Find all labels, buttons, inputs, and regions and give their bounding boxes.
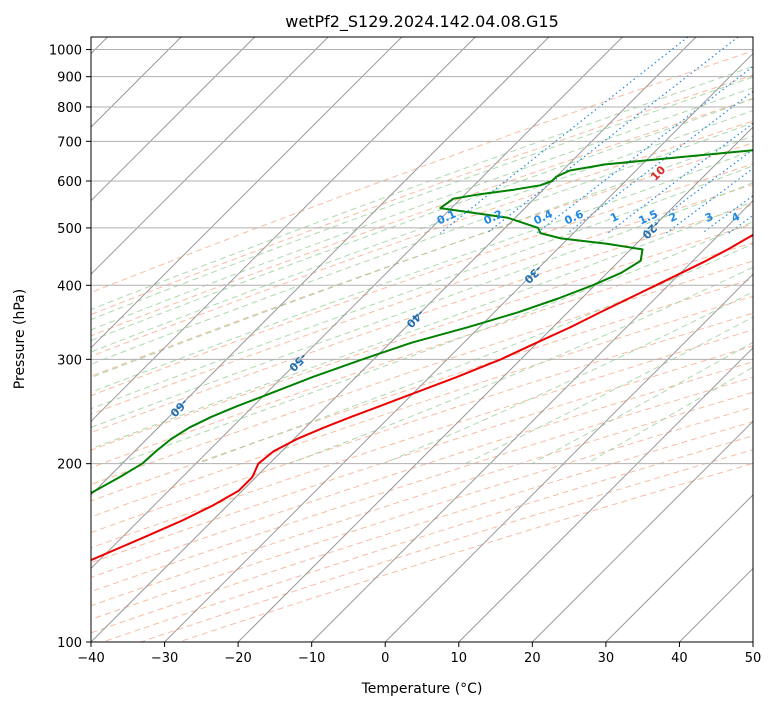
moist-adiabat-line bbox=[91, 165, 753, 410]
isotherm-line bbox=[237, 126, 753, 642]
dry-adiabat-line bbox=[91, 329, 753, 549]
moist-adiabat-line bbox=[91, 182, 753, 428]
moist-adiabat-line bbox=[91, 109, 753, 353]
dry-adiabat-line bbox=[91, 50, 753, 294]
moist-adiabat-line bbox=[197, 243, 753, 465]
plot-frame bbox=[90, 36, 754, 643]
dry-adiabat-line bbox=[91, 163, 753, 397]
isotherm-line bbox=[531, 420, 753, 642]
moist-adiabat-line bbox=[91, 200, 753, 450]
mixing-ratio-line bbox=[536, 65, 753, 234]
moist-adiabat-line bbox=[464, 316, 753, 465]
y-axis-label: Pressure (hPa) bbox=[12, 289, 28, 389]
isotherm-line bbox=[91, 37, 256, 202]
x-tick-label: −40 bbox=[77, 651, 104, 666]
isotherm-line bbox=[458, 347, 753, 642]
y-tick-label: 100 bbox=[57, 636, 82, 651]
y-tick-label: 200 bbox=[57, 458, 82, 473]
isotherm-line bbox=[91, 37, 476, 423]
x-tick-label: 10 bbox=[451, 651, 468, 666]
moist-adiabat-line bbox=[91, 122, 753, 365]
moist-adiabat-line bbox=[91, 65, 753, 311]
chart-title: wetPf2_S129.2024.142.04.08.G15 bbox=[285, 12, 559, 32]
profile-series bbox=[91, 149, 753, 562]
x-tick-label: −10 bbox=[298, 651, 325, 666]
y-tick-label: 800 bbox=[57, 101, 82, 116]
x-tick-label: 40 bbox=[671, 651, 688, 666]
moist-adiabat-line bbox=[91, 135, 753, 379]
isotherm-line bbox=[91, 37, 329, 275]
background-lines bbox=[91, 37, 753, 642]
y-tick-label: 500 bbox=[57, 222, 82, 237]
moist-adiabat-line bbox=[91, 76, 753, 321]
x-tick-label: 50 bbox=[745, 651, 762, 666]
dry-adiabat-line bbox=[91, 97, 753, 337]
isotherm-line bbox=[384, 273, 753, 642]
y-tick-label: 300 bbox=[57, 353, 82, 368]
moist-adiabat-line bbox=[91, 149, 753, 393]
moist-adiabat-line bbox=[91, 98, 753, 342]
moist-adiabat-line bbox=[382, 291, 753, 465]
moist-adiabat-line bbox=[91, 87, 753, 331]
isotherm-line bbox=[605, 494, 753, 642]
x-tick-label: −30 bbox=[151, 651, 178, 666]
dry-adiabat-line bbox=[91, 74, 753, 316]
dewpoint-line bbox=[91, 149, 753, 495]
y-tick-label: 900 bbox=[57, 71, 82, 86]
x-tick-label: 30 bbox=[598, 651, 615, 666]
dry-adiabat-line bbox=[91, 376, 753, 593]
x-tick-label: −20 bbox=[224, 651, 251, 666]
isotherm-line bbox=[164, 52, 753, 642]
x-tick-label: 20 bbox=[524, 651, 541, 666]
dry-adiabat-line bbox=[91, 278, 753, 502]
isotherm-line bbox=[91, 37, 697, 642]
dry-adiabat-line bbox=[91, 361, 753, 578]
isotherm-line bbox=[311, 199, 753, 642]
x-axis-label: Temperature (°C) bbox=[361, 681, 483, 697]
dry-adiabat-line bbox=[91, 142, 753, 377]
y-tick-label: 700 bbox=[57, 135, 82, 150]
y-tick-label: 600 bbox=[57, 175, 82, 190]
axes: −40 −30 −20 −10 0 10 20 30 40 50 1000 900 800 700 600 5… bbox=[49, 44, 761, 666]
dry-adiabat-line bbox=[91, 242, 753, 469]
isotherm-line bbox=[91, 37, 623, 570]
y-tick-label: 400 bbox=[57, 279, 82, 294]
mixing-ratio-line bbox=[439, 37, 689, 234]
y-tick-label: 1000 bbox=[49, 44, 82, 59]
isotherm-line bbox=[91, 37, 550, 496]
dry-adiabat-line bbox=[91, 223, 753, 451]
temperature-line bbox=[91, 233, 753, 562]
isotherm-line bbox=[91, 37, 403, 349]
x-tick-label: 0 bbox=[381, 651, 389, 666]
